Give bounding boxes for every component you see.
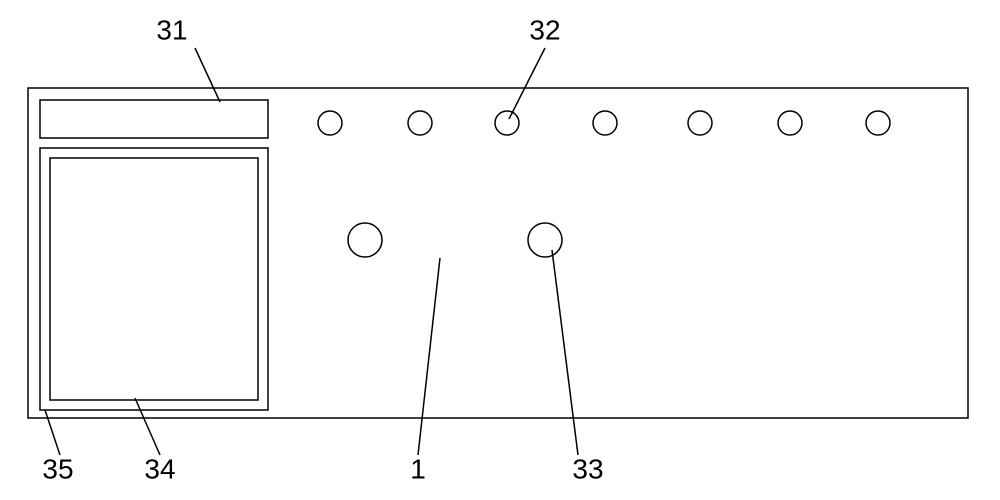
label-35: 35 <box>42 453 73 484</box>
top-circle-3 <box>593 111 617 135</box>
mid-circle-0 <box>348 223 382 257</box>
label-1: 1 <box>410 453 426 484</box>
leader-33 <box>552 250 578 455</box>
mid-circle-1 <box>528 223 562 257</box>
label-32: 32 <box>529 14 560 45</box>
leader-34 <box>135 398 160 455</box>
top-circle-6 <box>866 111 890 135</box>
top-circle-1 <box>408 111 432 135</box>
leader-35 <box>45 410 60 455</box>
label-31: 31 <box>156 14 187 45</box>
square-outer <box>40 148 268 410</box>
top-circle-0 <box>318 111 342 135</box>
leader-1 <box>418 258 440 455</box>
label-34: 34 <box>144 453 175 484</box>
label-33: 33 <box>572 453 603 484</box>
leader-32 <box>509 48 545 119</box>
top-circle-2 <box>495 111 519 135</box>
leader-31 <box>195 48 220 102</box>
top-circle-5 <box>778 111 802 135</box>
square-inner <box>50 158 258 400</box>
technical-diagram: 1 31 32 33 34 35 <box>0 0 1000 500</box>
top-circle-4 <box>688 111 712 135</box>
top-bar <box>40 100 268 138</box>
